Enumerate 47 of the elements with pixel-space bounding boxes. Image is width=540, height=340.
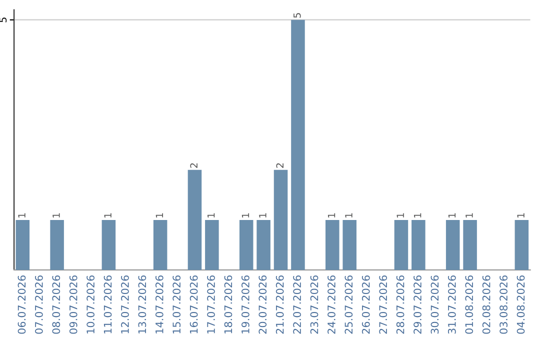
x-tick-label: 02.08.2026 bbox=[482, 275, 490, 334]
x-tick-label: 06.07.2026 bbox=[18, 275, 26, 334]
x-tick-label: 08.07.2026 bbox=[52, 275, 60, 334]
data-label: 1 bbox=[52, 213, 60, 218]
data-label: 1 bbox=[466, 213, 473, 218]
x-tick-label: 28.07.2026 bbox=[396, 275, 404, 334]
x-tick-label: 24.07.2026 bbox=[328, 275, 336, 334]
data-label: 1 bbox=[104, 213, 112, 218]
data-label: 1 bbox=[328, 213, 336, 218]
x-tick-label: 17.07.2026 bbox=[207, 275, 215, 334]
data-label: 1 bbox=[208, 213, 215, 218]
x-tick-label: 14.07.2026 bbox=[155, 275, 164, 334]
data-label: 1 bbox=[448, 213, 456, 218]
x-tick-label: 13.07.2026 bbox=[138, 275, 146, 334]
data-label: 1 bbox=[259, 213, 266, 218]
x-tick-label: 09.07.2026 bbox=[69, 275, 78, 334]
x-tick-label: 07.07.2026 bbox=[34, 275, 43, 334]
x-tick-label: 03.08.2026 bbox=[500, 275, 508, 334]
x-tick-label: 20.07.2026 bbox=[258, 275, 267, 334]
x-tick-label: 10.07.2026 bbox=[86, 275, 94, 334]
x-tick-label: 16.07.2026 bbox=[190, 275, 198, 334]
x-tick-label: 31.07.2026 bbox=[448, 275, 456, 334]
data-label: 1 bbox=[396, 213, 404, 218]
data-label: 1 bbox=[414, 213, 422, 218]
x-tick-label: 22.07.2026 bbox=[293, 275, 301, 334]
x-tick-label: 29.07.2026 bbox=[414, 275, 422, 334]
x-tick-label: 27.07.2026 bbox=[379, 275, 388, 334]
x-tick-label: 21.07.2026 bbox=[276, 275, 284, 334]
x-tick-label: 23.07.2026 bbox=[310, 275, 318, 334]
x-tick-label: 11.07.2026 bbox=[104, 275, 112, 334]
x-tick-label: 25.07.2026 bbox=[344, 275, 353, 334]
data-label: 1 bbox=[156, 213, 163, 218]
x-tick-label: 26.07.2026 bbox=[362, 275, 370, 334]
x-tick-label: 01.08.2026 bbox=[465, 275, 474, 334]
data-label: 1 bbox=[517, 213, 524, 218]
data-label: 1 bbox=[18, 213, 26, 218]
data-label: 5 bbox=[294, 13, 301, 18]
data-label: 1 bbox=[242, 213, 250, 218]
x-tick-label: 30.07.2026 bbox=[430, 275, 439, 334]
x-tick-label: 12.07.2026 bbox=[121, 275, 129, 334]
x-tick-label: 15.07.2026 bbox=[172, 275, 181, 334]
data-label: 2 bbox=[190, 163, 198, 168]
x-tick-label: 04.08.2026 bbox=[516, 275, 525, 334]
x-tick-label: 18.07.2026 bbox=[224, 275, 232, 334]
x-tick-label: 19.07.2026 bbox=[241, 275, 250, 334]
data-label: 1 bbox=[345, 213, 352, 218]
data-label: 2 bbox=[276, 163, 284, 168]
